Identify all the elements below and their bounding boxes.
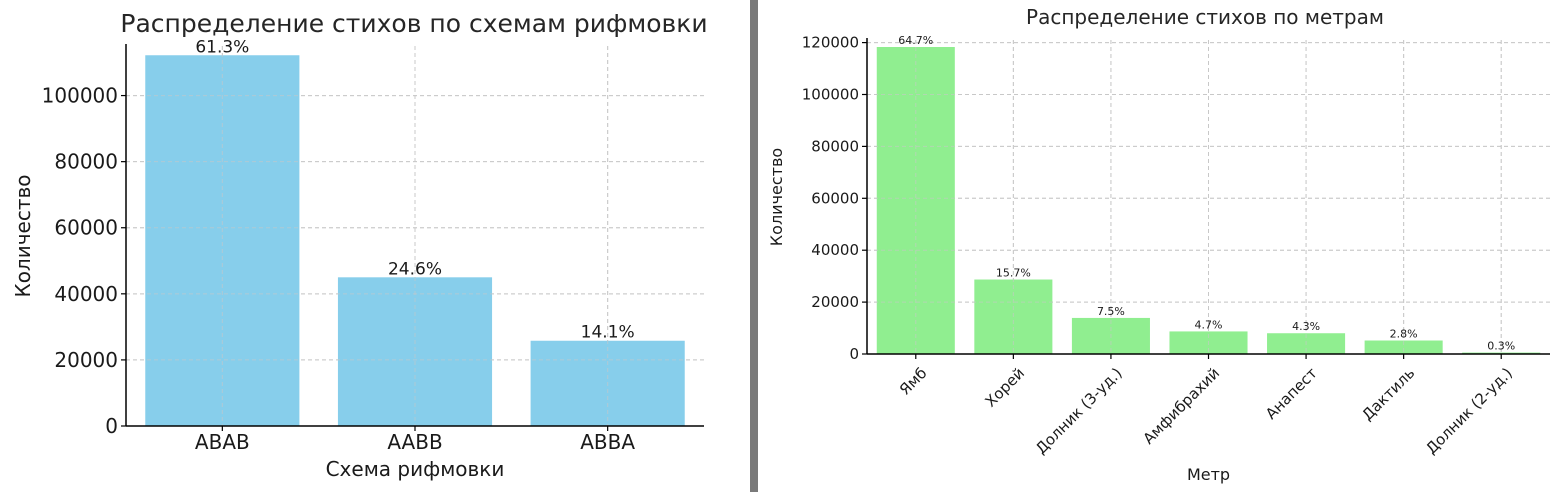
x-tick-label: Долник (3-уд.) [1032,364,1126,458]
x-tick-label: Хорей [981,364,1028,411]
y-tick-label: 20000 [811,293,859,311]
bar-2 [337,277,493,426]
meter-chart: 64.7% 15.7% 7.5% 4.7% 4.3% 2.8% 0.3% 0 20000 4000… [767,5,1550,484]
y-tick-label: 100000 [42,84,118,108]
y-tick-label: 60000 [811,189,859,207]
bar-6 [1364,340,1443,354]
data-label: 4.7% [1195,318,1223,331]
y-tick-label: 0 [105,414,118,438]
data-label: 64.7% [898,34,933,47]
y-axis-label: Количество [11,174,35,297]
x-tick-label: Анапест [1262,364,1321,423]
data-label: 4.3% [1292,320,1320,333]
chart-title: Распределение стихов по метрам [1026,5,1384,29]
x-tick-label: Амфибрахий [1139,364,1223,448]
data-label: 0.3% [1487,340,1515,353]
data-label: 7.5% [1097,305,1125,318]
x-tick-label: ABAB [195,430,250,454]
data-label: 15.7% [996,267,1031,280]
data-label: 24.6% [388,259,442,279]
y-tick-label: 120000 [802,34,859,52]
y-tick-label: 80000 [54,150,118,174]
y-tick-label: 0 [849,345,859,363]
data-label: 61.3% [195,37,249,57]
meter-chart-panel: 64.7% 15.7% 7.5% 4.7% 4.3% 2.8% 0.3% 0 20000 4000… [758,0,1560,492]
x-axis-label: Схема рифмовки [326,457,505,481]
x-tick-label: ABBA [580,430,635,454]
y-tick-label: 40000 [811,241,859,259]
rhyme-scheme-chart: 61.3% 24.6% 14.1% 0 20000 40000 60000 80000 1000… [11,9,708,481]
y-tick-label: 20000 [54,348,118,372]
panel-divider [750,0,758,492]
y-tick-label: 60000 [54,216,118,240]
data-label: 14.1% [581,323,635,343]
y-tick-label: 80000 [811,137,859,155]
chart-title: Распределение стихов по схемам рифмовки [120,9,707,38]
y-axis-label: Количество [767,148,786,246]
data-label: 2.8% [1390,328,1418,341]
x-tick-label: Дактиль [1358,364,1418,424]
x-tick-label: Ямб [896,364,931,399]
x-axis-label: Метр [1187,465,1230,484]
y-tick-label: 100000 [802,85,859,103]
x-tick-label: AABB [387,430,442,454]
y-tick-label: 40000 [54,282,118,306]
x-tick-label: Долник (2-уд.) [1422,364,1516,458]
rhyme-scheme-chart-panel: 61.3% 24.6% 14.1% 0 20000 40000 60000 80000 1000… [0,0,750,492]
